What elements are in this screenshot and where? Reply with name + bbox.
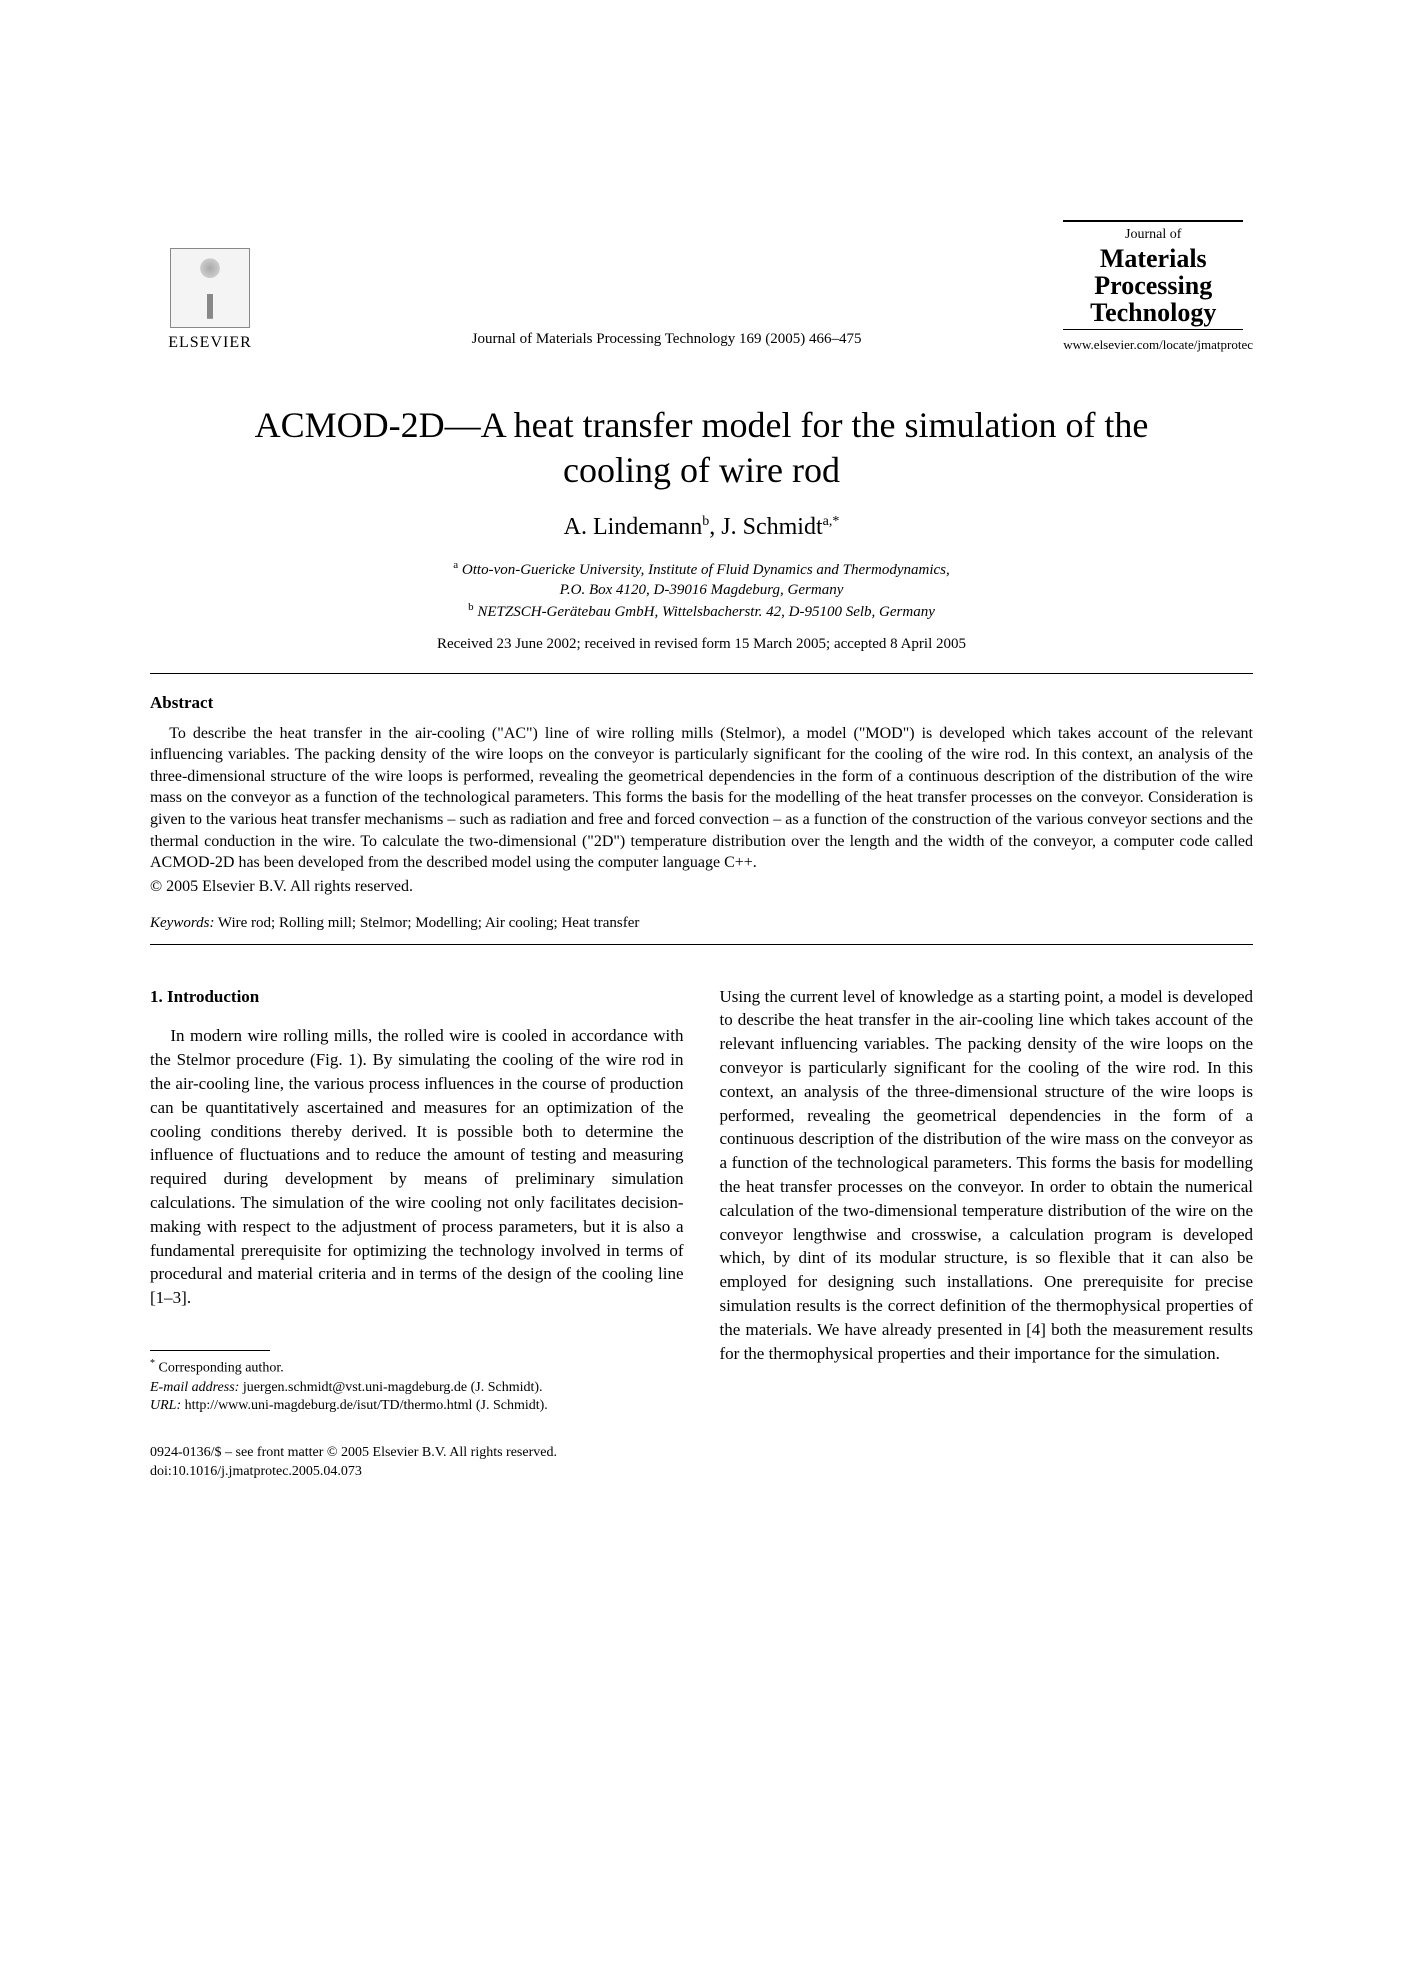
author-1: A. Lindemann (564, 514, 703, 540)
footnote-corresponding: * Corresponding author. (150, 1357, 684, 1379)
section-1-heading: 1. Introduction (150, 985, 684, 1009)
authors-line: A. Lindemannb, J. Schmidta,* (150, 511, 1253, 543)
journal-box-line2a: Materials (1063, 245, 1243, 272)
footnote-url: URL: http://www.uni-magdeburg.de/isut/TD… (150, 1397, 684, 1416)
header-row: ELSEVIER Journal of Materials Processing… (150, 220, 1253, 353)
column-right: Using the current level of knowledge as … (720, 985, 1254, 1482)
author-2-affil: a, (823, 514, 833, 529)
journal-box-line2c: Technology (1063, 299, 1243, 326)
journal-url[interactable]: www.elsevier.com/locate/jmatprotec (1063, 336, 1253, 354)
footnote-rule (150, 1350, 270, 1351)
article-dates: Received 23 June 2002; received in revis… (150, 634, 1253, 654)
journal-box-wrapper: Journal of Materials Processing Technolo… (1063, 220, 1253, 353)
abstract-copyright: © 2005 Elsevier B.V. All rights reserved… (150, 876, 1253, 898)
body-columns: 1. Introduction In modern wire rolling m… (150, 985, 1253, 1482)
author-2: J. Schmidt (721, 514, 822, 540)
publisher-name: ELSEVIER (168, 332, 252, 354)
affiliation-a-line2: P.O. Box 4120, D-39016 Magdeburg, German… (150, 580, 1253, 600)
journal-box-line1: Journal of (1063, 226, 1243, 245)
doi-line1: 0924-0136/$ – see front matter © 2005 El… (150, 1444, 684, 1463)
footnote-url-value[interactable]: http://www.uni-magdeburg.de/isut/TD/ther… (181, 1398, 548, 1413)
affiliation-a: a Otto-von-Guericke University, Institut… (150, 558, 1253, 580)
author-1-affil: b (702, 514, 709, 529)
abstract-body: To describe the heat transfer in the air… (150, 723, 1253, 874)
author-2-corresponding-star: * (832, 514, 839, 529)
doi-block: 0924-0136/$ – see front matter © 2005 El… (150, 1444, 684, 1482)
journal-box-line2b: Processing (1063, 272, 1243, 299)
journal-title-box: Journal of Materials Processing Technolo… (1063, 220, 1243, 330)
footnotes: * Corresponding author. E-mail address: … (150, 1357, 684, 1416)
paper-title: ACMOD-2D—A heat transfer model for the s… (210, 403, 1193, 493)
affiliation-b: b NETZSCH-Gerätebau GmbH, Wittelsbachers… (150, 600, 1253, 622)
affil-b-sup: b (468, 601, 474, 613)
affil-a-text: Otto-von-Guericke University, Institute … (462, 562, 950, 578)
publisher-block: ELSEVIER (150, 248, 270, 354)
elsevier-tree-icon (170, 248, 250, 328)
rule-above-abstract (150, 673, 1253, 674)
footnote-email-label: E-mail address: (150, 1380, 239, 1395)
footnote-url-label: URL: (150, 1398, 181, 1413)
section-1-para-right: Using the current level of knowledge as … (720, 985, 1254, 1366)
column-left: 1. Introduction In modern wire rolling m… (150, 985, 684, 1482)
doi-line2: doi:10.1016/j.jmatprotec.2005.04.073 (150, 1463, 684, 1482)
footnote-email: E-mail address: juergen.schmidt@vst.uni-… (150, 1379, 684, 1398)
affil-a-sup: a (453, 559, 458, 571)
section-1-para-left: In modern wire rolling mills, the rolled… (150, 1024, 684, 1310)
keywords-label: Keywords: (150, 915, 214, 931)
abstract-heading: Abstract (150, 692, 1253, 715)
footnote-email-value[interactable]: juergen.schmidt@vst.uni-magdeburg.de (J.… (239, 1380, 542, 1395)
rule-below-keywords (150, 944, 1253, 945)
footnote-corresponding-text: Corresponding author. (155, 1361, 284, 1376)
affil-b-text: NETZSCH-Gerätebau GmbH, Wittelsbacherstr… (477, 604, 934, 620)
journal-reference: Journal of Materials Processing Technolo… (270, 329, 1063, 353)
keywords-text: Wire rod; Rolling mill; Stelmor; Modelli… (214, 915, 639, 931)
keywords-line: Keywords: Wire rod; Rolling mill; Stelmo… (150, 913, 1253, 933)
